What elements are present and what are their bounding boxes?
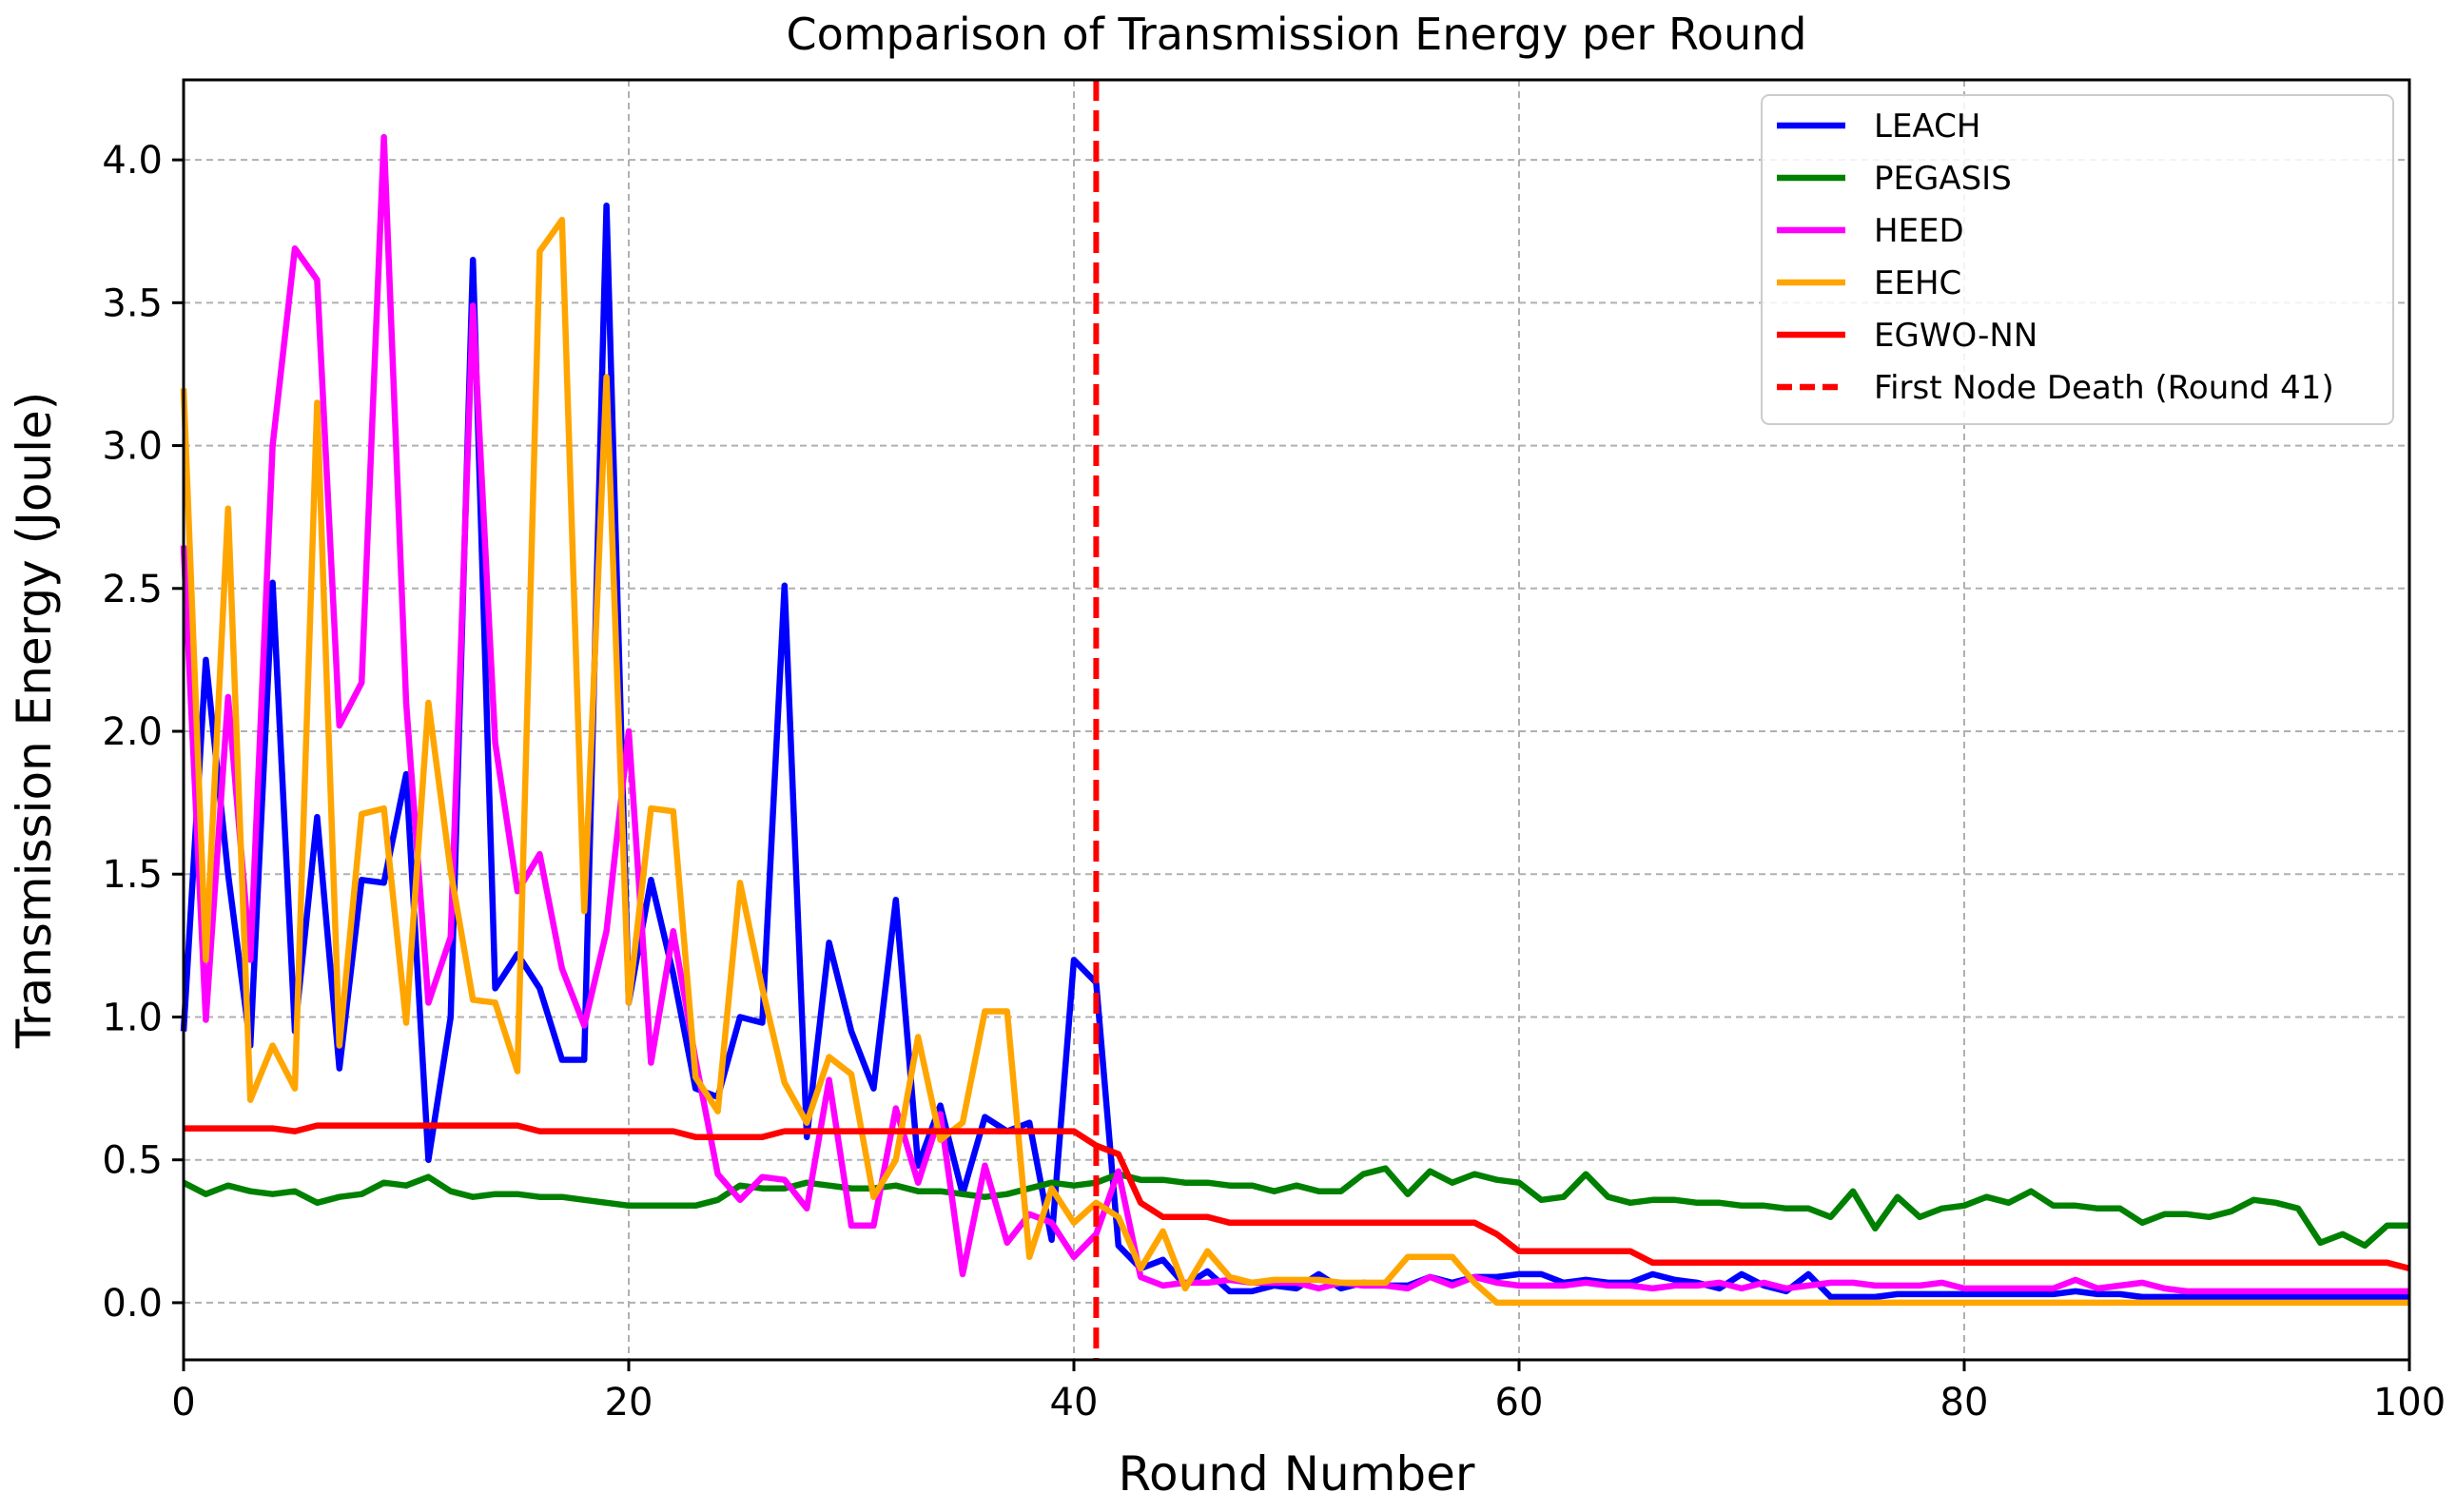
x-tick-label: 60	[1495, 1381, 1544, 1425]
legend-label: HEED	[1874, 212, 1964, 250]
x-tick-label: 40	[1050, 1381, 1099, 1425]
legend-label: PEGASIS	[1874, 160, 2012, 198]
y-tick-label: 3.0	[102, 425, 163, 469]
legend-label: EEHC	[1874, 264, 1961, 302]
y-tick-label: 2.0	[102, 710, 163, 754]
y-tick-label: 1.0	[102, 996, 163, 1039]
y-tick-label: 1.5	[102, 853, 163, 897]
legend: LEACH PEGASIS HEED EEHC EGWO-NN First Node De…	[1761, 94, 2394, 425]
chart-title: Comparison of Transmission Energy per Ro…	[786, 9, 1806, 60]
axes: 0 20 40 60 80 100 0.0 0.5 1.0 1.5 2.0 2.5 3.0 3.5 4.0	[102, 139, 2446, 1425]
legend-box	[1761, 94, 2394, 425]
x-tick-label: 20	[605, 1381, 653, 1425]
series-line-eehc	[180, 216, 2409, 1307]
x-tick-label: 80	[1940, 1381, 1989, 1425]
legend-label: EGWO-NN	[1874, 317, 2037, 355]
plot-area	[180, 80, 2410, 1360]
y-tick-label: 0.0	[102, 1282, 163, 1326]
y-tick-label: 3.5	[102, 281, 163, 325]
plot-frame	[182, 78, 2411, 1362]
y-tick-label: 0.5	[102, 1139, 163, 1183]
x-axis-label: Round Number	[1119, 1446, 1475, 1502]
series-line-leach	[180, 202, 2409, 1301]
legend-label: First Node Death (Round 41)	[1874, 369, 2334, 407]
x-tick-label: 0	[171, 1381, 195, 1425]
series-line-pegasis	[182, 1165, 2409, 1250]
y-tick-label: 4.0	[102, 139, 163, 183]
x-tick-label: 100	[2373, 1381, 2446, 1425]
legend-label: LEACH	[1874, 107, 1980, 145]
y-axis-label: Transmission Energy (Joule)	[7, 392, 62, 1050]
y-tick-label: 2.5	[102, 568, 163, 611]
series-line-egwo-nn	[184, 1122, 2410, 1272]
